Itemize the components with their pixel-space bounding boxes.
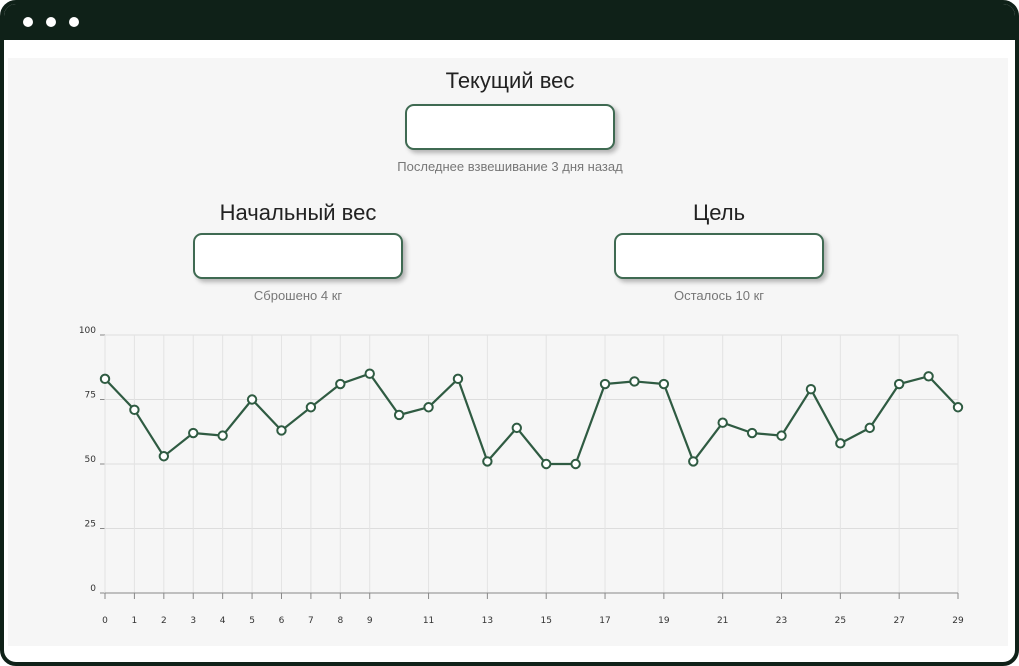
x-tick-label: 7 [308,616,314,626]
data-point [570,458,581,470]
weight-dashboard: Текущий вес Последнее взвешивание 3 дня … [8,58,1008,646]
data-point [835,438,846,449]
data-point [217,430,228,441]
window-control-dot[interactable] [69,17,79,27]
data-point [158,451,170,462]
data-point [423,402,434,413]
x-tick-label: 29 [952,616,964,626]
window-titlebar [4,4,1015,40]
data-point [746,427,758,439]
data-point [629,376,640,387]
x-tick-label: 9 [367,616,373,626]
x-tick-label: 19 [658,616,670,626]
current-weight-note: Последнее взвешивание 3 дня назад [397,159,623,174]
y-tick-label: 50 [85,455,97,465]
y-tick-label: 75 [85,391,96,401]
x-tick-label: 0 [102,616,108,626]
data-point [541,458,552,470]
data-point [805,383,817,395]
x-tick-label: 6 [279,616,285,626]
x-tick-label: 1 [132,616,138,626]
start-weight-block: Начальный вес Сброшено 4 кг [148,200,448,304]
data-point [923,371,934,382]
data-point [276,425,287,436]
data-point [335,378,346,390]
y-tick-label: 0 [90,584,96,594]
window-control-dot[interactable] [23,17,33,27]
weight-series-line [104,372,959,466]
data-point [188,427,199,439]
x-tick-label: 2 [161,616,167,626]
x-tick-label: 23 [776,616,787,626]
data-point [776,430,787,441]
y-tick-label: 25 [85,520,96,530]
x-tick-label: 3 [190,616,196,626]
current-weight-title: Текущий вес [445,68,575,93]
data-point [893,378,905,390]
data-point [246,394,258,405]
data-point [864,422,875,434]
goal-weight-title: Цель [692,200,746,225]
data-point [482,456,493,467]
x-tick-label: 4 [220,616,226,626]
current-weight-block: Текущий вес Последнее взвешивание 3 дня … [360,68,660,175]
data-point [658,378,670,390]
data-point [599,378,611,390]
x-tick-label: 15 [540,616,551,626]
data-point [511,422,522,434]
x-tick-label: 17 [599,616,610,626]
y-tick-label: 100 [79,326,96,336]
goal-weight-input[interactable] [614,233,824,279]
x-tick-label: 13 [482,616,493,626]
data-point [717,417,728,428]
goal-weight-block: Цель Осталось 10 кг [569,200,869,304]
x-tick-label: 21 [717,616,728,626]
x-tick-label: 8 [337,616,343,626]
x-tick-label: 11 [423,616,434,626]
x-tick-label: 5 [249,616,255,626]
start-weight-note: Сброшено 4 кг [253,288,343,303]
start-weight-input[interactable] [193,233,403,279]
data-point [99,373,111,385]
data-point [129,404,140,416]
goal-weight-note: Осталось 10 кг [674,288,764,303]
data-point [305,402,317,413]
data-point [952,402,964,413]
current-weight-input[interactable] [405,104,615,150]
start-weight-title: Начальный вес [219,200,377,225]
x-tick-label: 25 [835,616,846,626]
window-control-dot[interactable] [46,17,56,27]
data-point [452,373,464,385]
data-point [393,409,405,421]
data-point [364,368,375,379]
data-point [688,456,699,467]
x-tick-label: 27 [893,616,904,626]
